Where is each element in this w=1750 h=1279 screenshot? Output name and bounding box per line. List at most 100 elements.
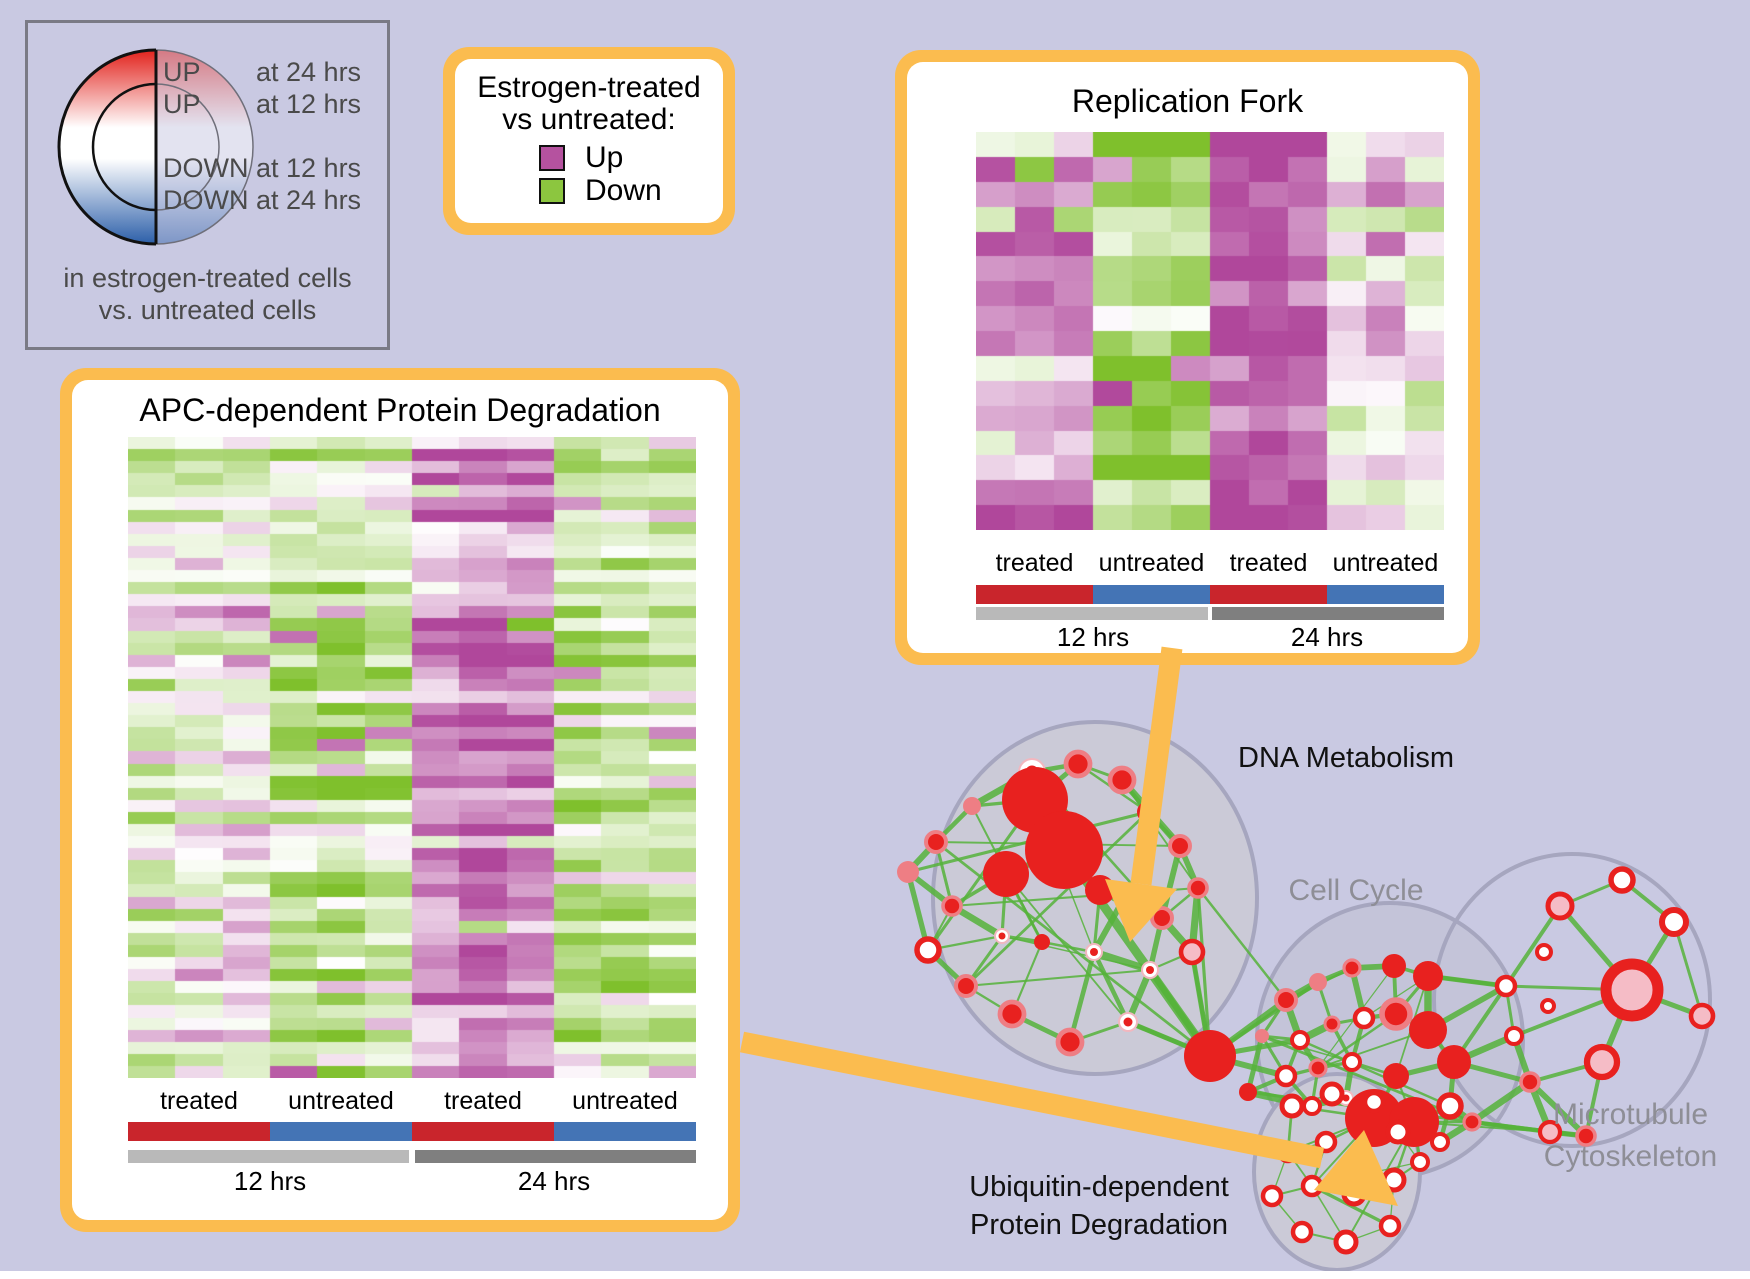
microtubule-label-line1: Microtubule (1552, 1098, 1709, 1131)
network-node (1494, 974, 1518, 998)
network-edge (948, 902, 1006, 940)
network-node (1085, 943, 1103, 961)
network-edge (950, 872, 1008, 908)
network-edge (1245, 1073, 1289, 1095)
network-edge (1330, 1092, 1376, 1104)
network-node (1385, 1119, 1411, 1145)
network-edge (950, 886, 1200, 908)
network-edge (1076, 762, 1150, 814)
treated-bar (976, 585, 1093, 604)
network-edge (905, 869, 955, 909)
network-edge (1244, 1088, 1316, 1110)
group-label: treated (1229, 549, 1308, 577)
network-edge (1599, 987, 1635, 1065)
treated-bar (1210, 585, 1327, 604)
network-edge (1317, 1029, 1429, 1069)
time-label: 24 hrs (1290, 622, 1364, 652)
network-node (1413, 961, 1443, 991)
network-edge (1392, 964, 1398, 1016)
network-edge (1451, 1059, 1533, 1085)
network-edge (1410, 1118, 1444, 1146)
network-edge (1125, 1019, 1213, 1059)
network-node (1381, 1167, 1407, 1193)
network-node (1382, 954, 1406, 978)
untreated-bar (270, 1122, 412, 1141)
network-node (994, 928, 1010, 944)
network-node (1342, 1052, 1362, 1072)
network-edge (1510, 1032, 1534, 1086)
network-node (1274, 1064, 1298, 1088)
network-edge (1343, 1095, 1377, 1121)
network-edge (1372, 1074, 1398, 1120)
replication-fork-panel: Replication Fork treated untreated treat… (895, 50, 1480, 665)
time-bar-24hrs (415, 1150, 696, 1163)
down-label: Down (585, 174, 662, 207)
network-node (897, 861, 919, 883)
network-edge (1300, 1230, 1348, 1244)
network-node (1314, 1130, 1338, 1154)
network-edge (1000, 934, 1044, 944)
network-edge (1512, 988, 1634, 1038)
network-edge (1425, 973, 1509, 989)
network-node (1362, 1090, 1386, 1114)
network-node (1309, 973, 1327, 991)
network-node (1308, 1058, 1328, 1078)
network-node (1342, 958, 1362, 978)
network-edge (1260, 1034, 1302, 1042)
network-node (1540, 998, 1556, 1014)
network-edge (1125, 1019, 1213, 1059)
cell-cycle-label: Cell Cycle (1256, 874, 1456, 908)
network-edge (1528, 1060, 1604, 1084)
ring-row-time: at 24 hrs (256, 57, 362, 87)
network-edge (1034, 799, 1095, 953)
network-node (1378, 1214, 1402, 1238)
network-node (1055, 1027, 1085, 1057)
network-edge (1310, 1184, 1392, 1228)
network-edge (1160, 886, 1200, 920)
network-edge (1177, 843, 1201, 891)
network-edge (1090, 948, 1154, 974)
network-edge (1282, 996, 1304, 1044)
network-edge (1091, 899, 1125, 955)
network-node (1333, 1229, 1359, 1255)
group-label: untreated (1098, 549, 1205, 577)
network-edge (1067, 949, 1097, 1045)
network-edge (1120, 778, 1150, 814)
arrow-apc-to-ubiquitin-shaft (739, 1031, 1325, 1169)
network-edge (1009, 1011, 1073, 1045)
ubiquitin-label-line1: Ubiquitin-dependent (969, 1171, 1229, 1203)
network-node (1352, 1006, 1376, 1030)
ring-caption-line1: in estrogen-treated cells (63, 263, 352, 293)
network-edge (1316, 1012, 1398, 1070)
network-edge (1311, 1117, 1375, 1187)
time-bar-12hrs (128, 1150, 409, 1163)
network-edge (1030, 770, 1164, 920)
network-edge (1287, 1141, 1327, 1153)
network-node (1300, 1174, 1324, 1198)
group-label: treated (160, 1087, 238, 1115)
arrow-apc-to-ubiquitin-head (1314, 1130, 1398, 1206)
network-edge (1558, 878, 1624, 908)
network-edge (1350, 1060, 1398, 1078)
network-edge (1147, 915, 1165, 973)
network-edge (1349, 965, 1367, 1021)
ring-legend-box: UP at 24 hrs UP at 12 hrs DOWN at 12 hrs… (25, 20, 390, 350)
network-edge (1286, 1104, 1294, 1154)
network-edge (1371, 1115, 1417, 1125)
network-node (1239, 1083, 1257, 1101)
network-node-core (1123, 1017, 1133, 1027)
network-node (1115, 895, 1129, 909)
network-node (924, 830, 948, 854)
network-edge (1287, 1117, 1375, 1153)
network-node (1504, 1026, 1524, 1046)
apc-heatmap (128, 437, 696, 1078)
network-node (1608, 866, 1636, 894)
network-edge (1310, 1184, 1356, 1196)
dna-metabolism-label-text: DNA Metabolism (1238, 742, 1454, 774)
group-label: treated (444, 1087, 522, 1115)
network-edge (1349, 1015, 1367, 1065)
network-edge (1091, 949, 1131, 1025)
network-node-core (1090, 948, 1098, 956)
network-node (1255, 1029, 1269, 1043)
network-edge (926, 798, 1037, 952)
